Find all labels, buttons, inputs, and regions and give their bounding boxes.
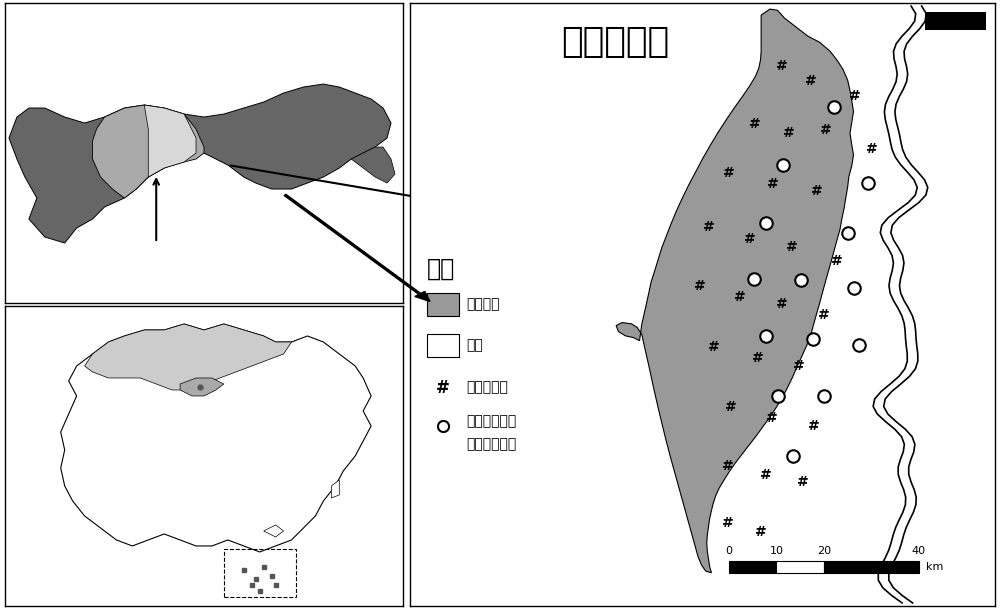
Text: 20: 20 xyxy=(817,546,831,556)
Polygon shape xyxy=(85,324,292,390)
Text: #: # xyxy=(797,476,809,490)
Text: 黄河: 黄河 xyxy=(466,339,483,353)
Text: #: # xyxy=(776,298,787,311)
Text: 和埋深监测井: 和埋深监测井 xyxy=(466,437,516,451)
Text: #: # xyxy=(808,419,820,433)
Polygon shape xyxy=(351,147,395,183)
Text: #: # xyxy=(755,526,767,540)
Polygon shape xyxy=(264,525,284,537)
Polygon shape xyxy=(144,105,196,177)
Text: #: # xyxy=(786,240,797,254)
Text: #: # xyxy=(776,59,787,73)
Bar xyxy=(824,561,871,573)
Polygon shape xyxy=(61,324,371,552)
Text: 图例: 图例 xyxy=(427,256,455,280)
Text: #: # xyxy=(703,220,714,234)
Text: #: # xyxy=(708,340,720,354)
Text: #: # xyxy=(766,411,778,425)
Text: #: # xyxy=(749,117,761,130)
Text: #: # xyxy=(694,280,706,294)
Text: #: # xyxy=(805,74,817,88)
Polygon shape xyxy=(9,84,391,243)
Bar xyxy=(925,12,986,30)
Text: #: # xyxy=(436,379,450,396)
Text: 40: 40 xyxy=(912,546,926,556)
Text: #: # xyxy=(725,400,737,414)
Text: #: # xyxy=(831,254,843,268)
Text: #: # xyxy=(818,308,830,322)
Text: #: # xyxy=(767,177,779,191)
Text: #: # xyxy=(783,125,795,139)
Text: 解放闸灌域: 解放闸灌域 xyxy=(561,25,669,59)
Bar xyxy=(427,293,459,316)
Text: #: # xyxy=(760,468,772,482)
Text: #: # xyxy=(744,233,755,247)
Text: #: # xyxy=(793,359,805,373)
Text: #: # xyxy=(752,351,764,365)
Bar xyxy=(427,334,459,357)
Text: #: # xyxy=(849,90,861,104)
Text: #: # xyxy=(722,459,734,473)
Bar xyxy=(224,549,296,597)
Text: #: # xyxy=(820,122,831,136)
Text: 10: 10 xyxy=(769,546,783,556)
Bar xyxy=(871,561,919,573)
Text: #: # xyxy=(734,290,745,304)
Text: #: # xyxy=(866,142,878,156)
Polygon shape xyxy=(180,378,224,396)
Text: 埋深监测井: 埋深监测井 xyxy=(466,381,508,395)
Text: 0: 0 xyxy=(725,546,732,556)
Text: #: # xyxy=(723,166,735,180)
Polygon shape xyxy=(616,9,854,573)
Text: 土壤水监测点: 土壤水监测点 xyxy=(466,415,516,429)
Polygon shape xyxy=(331,480,339,498)
Text: km: km xyxy=(926,561,943,572)
Text: 灌域范围: 灌域范围 xyxy=(466,298,499,311)
Bar xyxy=(729,561,776,573)
Text: #: # xyxy=(722,516,734,530)
Polygon shape xyxy=(93,105,204,198)
Text: #: # xyxy=(811,184,823,198)
Bar xyxy=(776,561,824,573)
